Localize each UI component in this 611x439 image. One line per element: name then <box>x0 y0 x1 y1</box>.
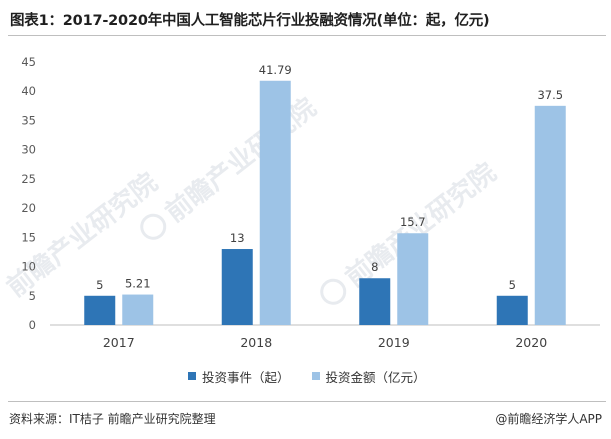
x-tick-label: 2020 <box>515 335 547 350</box>
data-label-amount: 5.21 <box>125 277 151 291</box>
bar-events <box>359 278 391 325</box>
y-tick-label: 40 <box>21 84 36 98</box>
data-label-amount: 15.7 <box>400 215 426 229</box>
bar-amount <box>122 294 154 325</box>
legend-item-amount: 投资金额（亿元） <box>311 367 426 386</box>
y-tick-label: 5 <box>29 289 36 303</box>
y-tick-label: 35 <box>21 113 36 127</box>
footer-divider <box>8 401 606 402</box>
title-divider <box>8 35 606 36</box>
bar-amount <box>397 233 429 325</box>
legend-swatch-events <box>188 372 196 380</box>
data-label-events: 5 <box>96 278 103 292</box>
data-label-amount: 37.5 <box>537 88 563 102</box>
bar-events <box>84 295 116 325</box>
source-note: 资料来源：IT桔子 前瞻产业研究院整理 <box>9 412 216 426</box>
x-tick-label: 2017 <box>103 335 135 350</box>
x-tick-label: 2018 <box>240 335 272 350</box>
data-label-events: 8 <box>371 260 378 274</box>
y-tick-label: 10 <box>21 260 36 274</box>
y-tick-label: 25 <box>21 172 36 186</box>
data-label-amount: 41.79 <box>259 63 292 77</box>
bar-events <box>496 295 528 325</box>
chart-legend: 投资事件（起） 投资金额（亿元） <box>188 367 448 385</box>
credit-note: @前瞻经济学人APP <box>495 412 602 426</box>
y-tick-label: 0 <box>29 318 36 332</box>
bar-chart: 0 5 10 15 20 25 30 35 40 45 2017 5 5.21 2018 13 41.79 20… <box>21 55 600 350</box>
legend-label-amount: 投资金额（亿元） <box>325 369 426 385</box>
bar-amount <box>259 80 291 325</box>
legend-item-events: 投资事件（起） <box>188 367 290 386</box>
y-tick-label: 45 <box>21 55 36 69</box>
legend-swatch-amount <box>311 372 320 380</box>
bar-events <box>221 249 253 325</box>
data-label-events: 13 <box>230 231 245 245</box>
y-tick-label: 30 <box>21 143 36 157</box>
data-label-events: 5 <box>509 278 516 292</box>
legend-label-events: 投资事件（起） <box>202 369 290 385</box>
y-tick-label: 20 <box>21 201 36 215</box>
y-tick-label: 15 <box>21 230 36 244</box>
chart-title: 图表1：2017-2020年中国人工智能芯片行业投融资情况(单位：起，亿元) <box>10 13 490 29</box>
bar-amount <box>534 105 566 325</box>
x-tick-label: 2019 <box>378 335 410 350</box>
